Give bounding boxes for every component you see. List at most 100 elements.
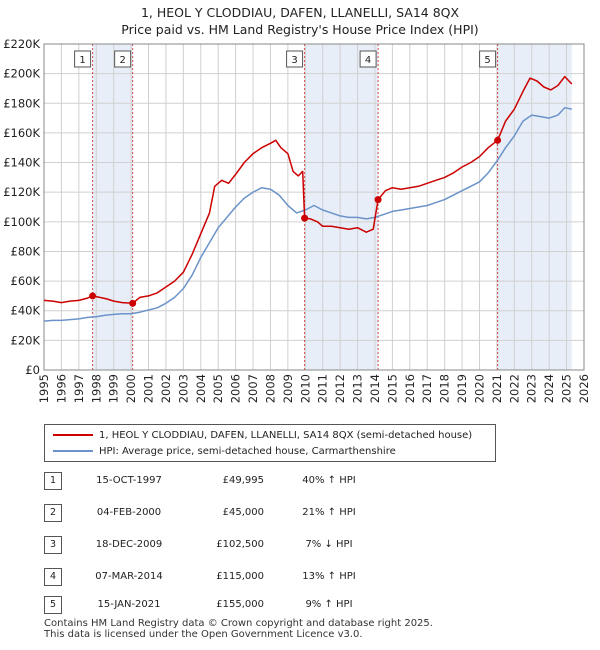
x-tick-label: 2018 (438, 374, 452, 403)
x-tick-label: 2013 (351, 374, 365, 403)
sale-date: 15-JAN-2021 (97, 599, 161, 610)
sale-number-badge: 4 (44, 568, 62, 586)
legend-swatch-property (53, 434, 93, 436)
footer-line-2: This data is licensed under the Open Gov… (44, 629, 363, 640)
x-tick-label: 1998 (89, 374, 103, 403)
x-tick-label: 2004 (194, 374, 208, 403)
legend-label-property: 1, HEOL Y CLODDIAU, DAFEN, LLANELLI, SA1… (99, 430, 473, 441)
x-tick-label: 2016 (403, 374, 417, 403)
x-tick-label: 2012 (333, 374, 347, 403)
legend-item-property: 1, HEOL Y CLODDIAU, DAFEN, LLANELLI, SA1… (53, 428, 472, 444)
sale-marker-number: 1 (79, 55, 85, 66)
footer-line-1: Contains HM Land Registry data © Crown c… (44, 618, 433, 629)
x-tick-label: 2021 (490, 374, 504, 403)
sale-dots (89, 136, 502, 307)
y-tick-labels: £0 £20K £40K £60K £80K £100K £120K £140K £160K £1… (3, 37, 40, 377)
sale-dot (301, 214, 309, 222)
sale-marker-number: 4 (365, 55, 371, 66)
sale-marker-box (359, 50, 377, 68)
x-tick-label: 2001 (142, 374, 156, 403)
sale-marker-lines (92, 44, 499, 370)
legend-swatch-hpi (53, 450, 93, 452)
x-tick-label: 2009 (281, 374, 295, 403)
x-tick-label: 2002 (159, 374, 173, 403)
y-tick-label: £220K (3, 37, 40, 51)
sale-hpi-delta: 21% ↑ HPI (302, 507, 356, 518)
x-tick-label: 2023 (525, 374, 539, 403)
y-tick-label: £80K (11, 244, 41, 258)
y-tick-label: £120K (3, 185, 40, 199)
y-tick-label: £100K (3, 215, 40, 229)
sale-date: 04-FEB-2000 (96, 507, 162, 518)
x-tick-label: 2022 (507, 374, 521, 403)
sale-row: 3 18-DEC-2009 £102,500 7% ↓ HPI (44, 536, 404, 554)
x-tick-label: 1995 (37, 374, 51, 403)
sale-dot (374, 196, 382, 204)
x-tick-label: 2005 (211, 374, 225, 403)
sale-marker-box (286, 50, 304, 68)
sale-row: 1 15-OCT-1997 £49,995 40% ↑ HPI (44, 472, 404, 490)
sale-date: 07-MAR-2014 (95, 571, 163, 582)
sale-row: 2 04-FEB-2000 £45,000 21% ↑ HPI (44, 504, 404, 522)
sale-price: £115,000 (216, 571, 264, 582)
x-tick-label: 2008 (263, 374, 277, 403)
sale-marker-box (479, 50, 497, 68)
sale-hpi-delta: 13% ↑ HPI (302, 571, 356, 582)
shaded-period (92, 44, 133, 370)
sale-price: £45,000 (222, 507, 264, 518)
sale-price: £155,000 (216, 599, 264, 610)
hpi-line (43, 106, 572, 322)
x-tick-label: 2025 (560, 374, 574, 403)
x-tick-label: 2000 (124, 374, 138, 403)
footer-attribution: Contains HM Land Registry data © Crown c… (44, 618, 433, 640)
sale-marker-number: 3 (291, 55, 297, 66)
x-tick-label: 2015 (385, 374, 399, 403)
sale-number-badge: 2 (44, 504, 62, 522)
chart-title: 1, HEOL Y CLODDIAU, DAFEN, LLANELLI, SA1… (140, 5, 460, 20)
x-tick-label: 2017 (420, 374, 434, 403)
x-tick-label: 2019 (455, 374, 469, 403)
x-tick-label: 2010 (298, 374, 312, 403)
sale-price: £102,500 (216, 539, 264, 550)
x-tick-label: 2006 (229, 374, 243, 403)
legend-item-hpi: HPI: Average price, semi-detached house,… (53, 444, 396, 460)
x-tick-label: 2026 (577, 374, 591, 403)
legend-label-hpi: HPI: Average price, semi-detached house,… (99, 446, 396, 457)
sale-marker-number: 2 (119, 55, 125, 66)
chart-subtitle: Price paid vs. HM Land Registry's House … (121, 22, 479, 37)
shaded-period (497, 44, 572, 370)
sale-hpi-delta: 9% ↑ HPI (305, 599, 353, 610)
y-tick-label: £200K (3, 67, 40, 81)
sale-number-badge: 5 (44, 596, 62, 614)
x-tick-label: 2003 (176, 374, 190, 403)
sale-number-badge: 3 (44, 536, 62, 554)
sale-dot (89, 292, 97, 300)
sale-marker-box (74, 50, 92, 68)
x-tick-label: 2024 (542, 374, 556, 403)
x-tick-label: 1999 (107, 374, 121, 403)
chart-legend: 1, HEOL Y CLODDIAU, DAFEN, LLANELLI, SA1… (44, 424, 496, 462)
sale-hpi-delta: 7% ↓ HPI (305, 539, 353, 550)
chart-title-block: 1, HEOL Y CLODDIAU, DAFEN, LLANELLI, SA1… (0, 4, 600, 38)
y-tick-label: £20K (11, 333, 41, 347)
y-tick-label: £180K (3, 96, 40, 110)
y-tick-label: £40K (11, 304, 41, 318)
x-tick-label: 2014 (368, 374, 382, 403)
y-tick-label: £140K (3, 156, 40, 170)
x-tick-label: 1997 (72, 374, 86, 403)
x-tick-label: 1996 (54, 374, 68, 403)
sale-number-badge: 1 (44, 472, 62, 490)
x-tick-label: 2007 (246, 374, 260, 403)
sale-marker-number: 5 (484, 55, 490, 66)
property-price-line (43, 75, 573, 305)
series-lines (43, 75, 573, 322)
y-tick-label: £0 (25, 363, 40, 377)
x-tick-label: 2020 (472, 374, 486, 403)
sale-date: 15-OCT-1997 (96, 475, 162, 486)
x-tick-labels: 1995 1996 1997 1998 1999 2000 2001 2002 2003 2004… (37, 374, 591, 403)
shaded-periods (92, 44, 572, 370)
sale-marker-labels: 1 2 3 4 5 (74, 50, 497, 68)
sale-date: 18-DEC-2009 (95, 539, 163, 550)
sale-row: 4 07-MAR-2014 £115,000 13% ↑ HPI (44, 568, 404, 586)
